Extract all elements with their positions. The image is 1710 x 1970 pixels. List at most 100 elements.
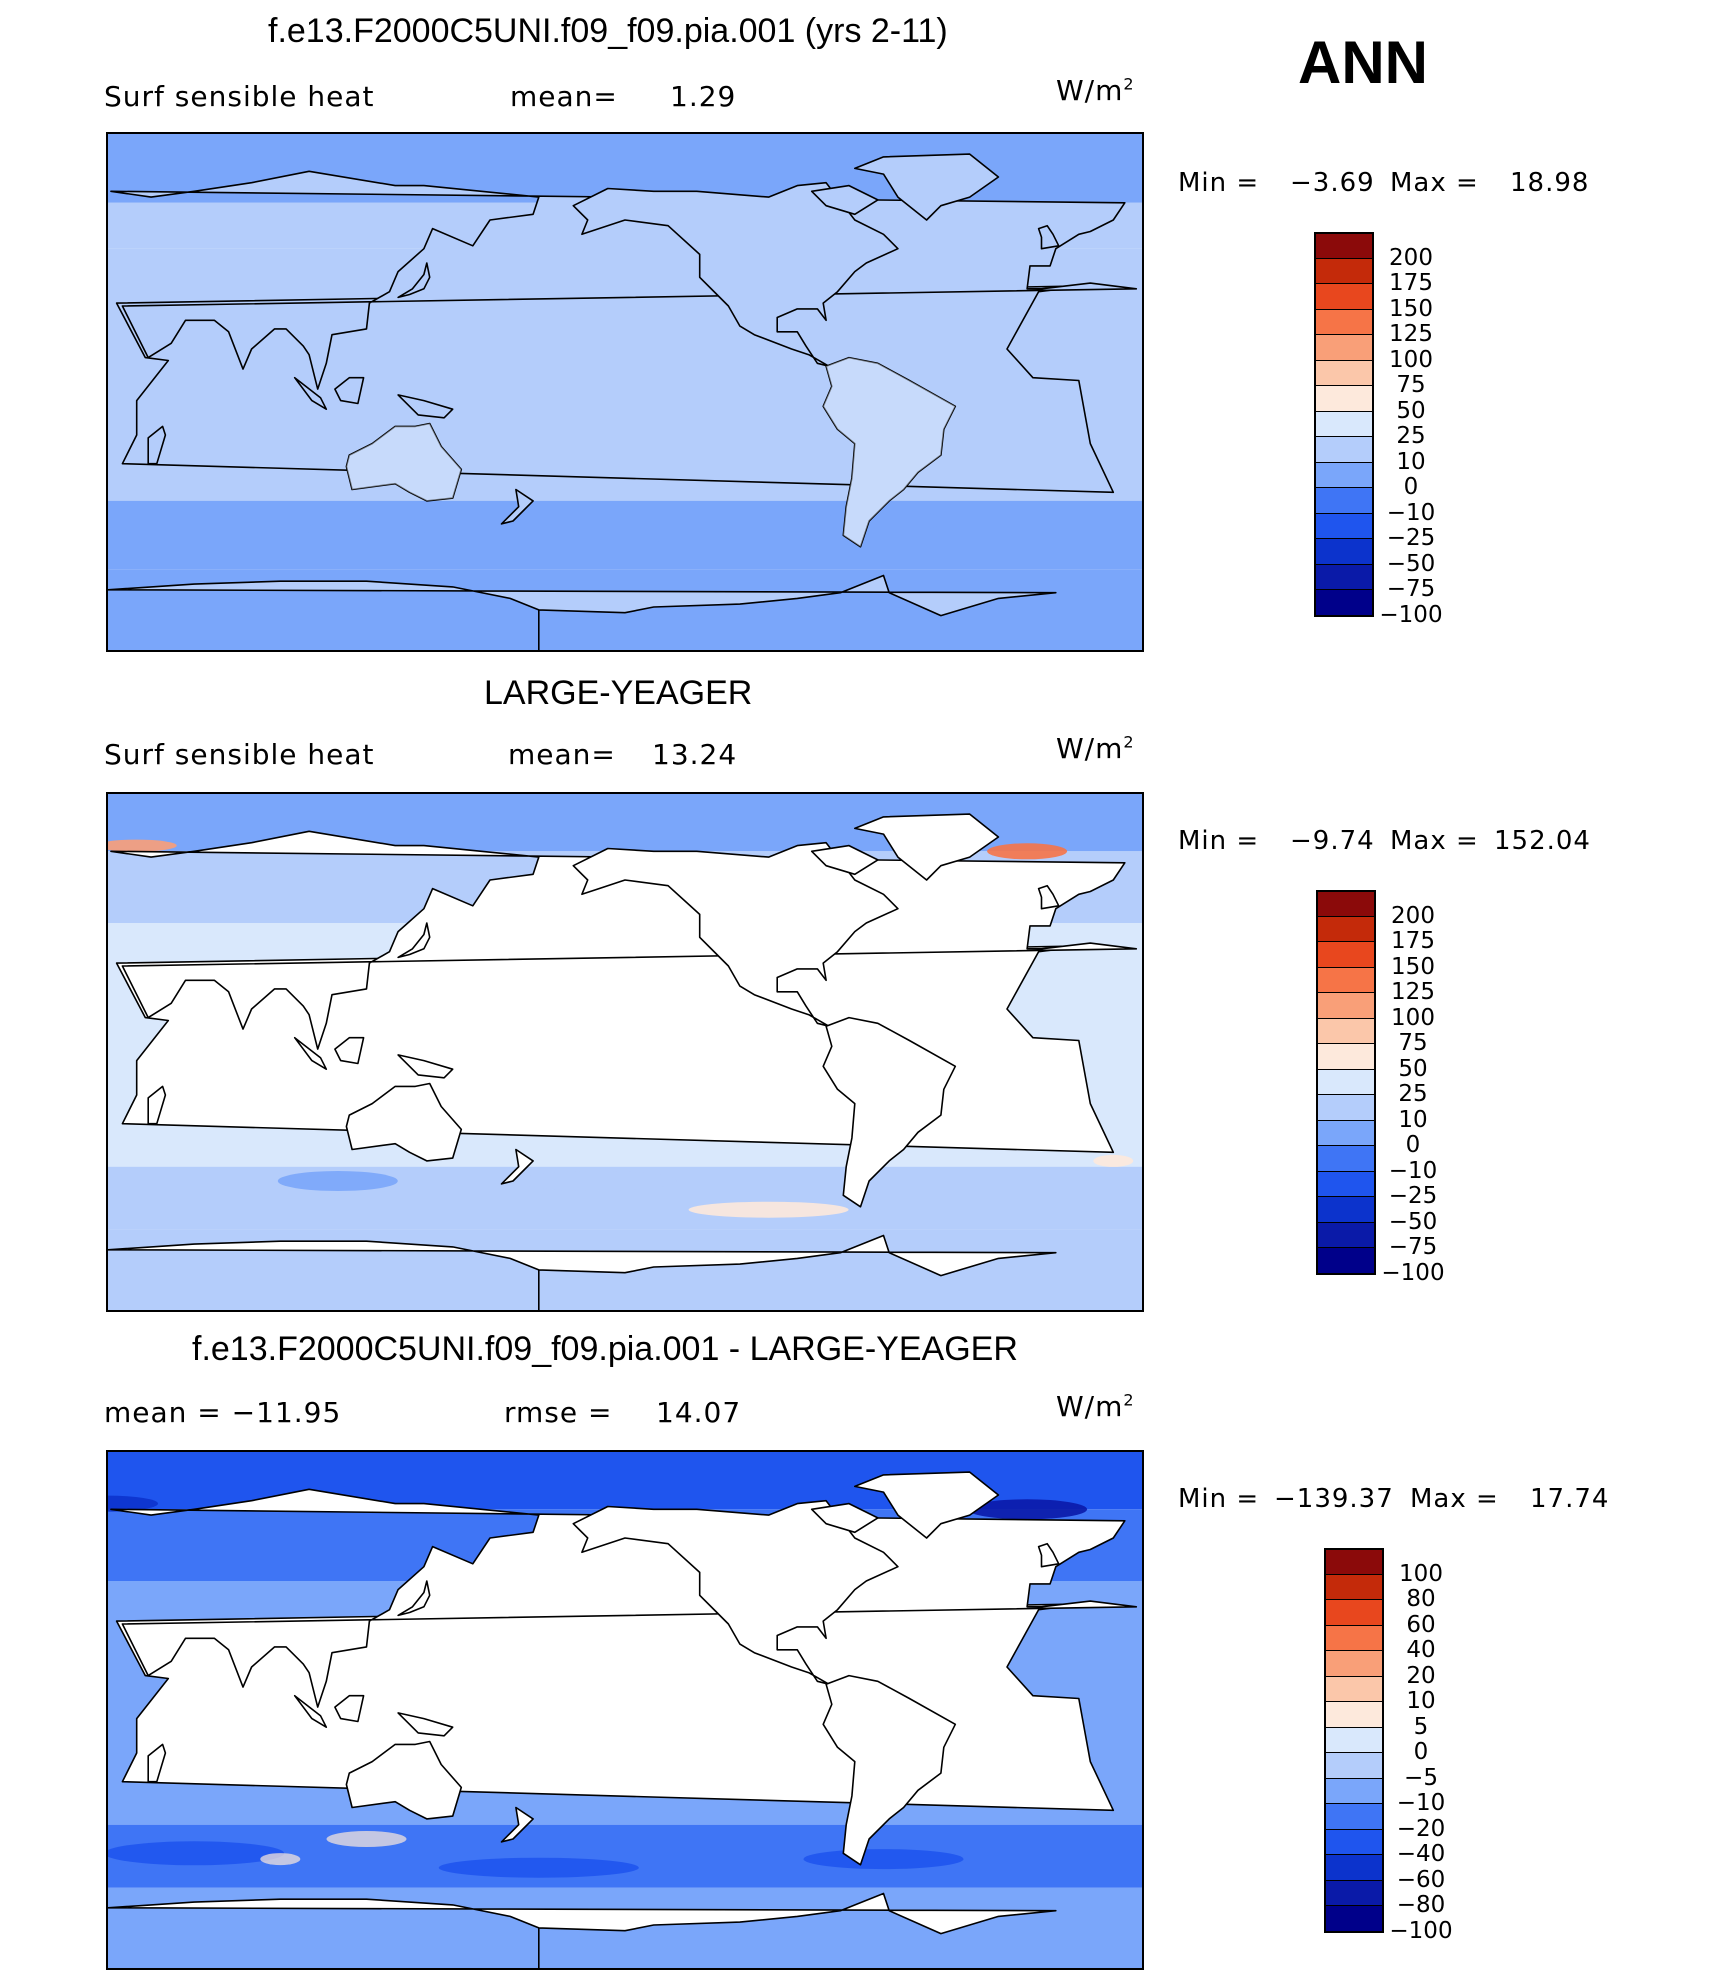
colorbar-tick-label: −40 (1396, 1841, 1446, 1867)
colorbar-swatch (1324, 1701, 1384, 1727)
field-blob (823, 509, 944, 533)
panel-1-title: f.e13.F2000C5UNI.f09_f09.pia.001 (yrs 2-… (268, 12, 948, 50)
colorbar-tick-label: −60 (1396, 1866, 1446, 1893)
panel-3-rmse-label: rmse = (504, 1396, 613, 1429)
field-blob (108, 1495, 158, 1512)
coastline-uk (1037, 224, 1060, 250)
coastline-antarctica (108, 574, 1057, 650)
colorbar-tick-label: 10 (1406, 1688, 1436, 1714)
colorbar-tick-label: −75 (1386, 576, 1436, 602)
panel-2-title: LARGE-YEAGER (484, 674, 753, 712)
colorbar-tick-label: 50 (1396, 397, 1426, 424)
coastline-japan (397, 1580, 431, 1617)
panel-1-max-value: 18.98 (1510, 168, 1590, 198)
panel-3-min-label: Min = (1178, 1484, 1260, 1514)
panel-1-variable: Surf sensible heat (104, 80, 375, 113)
colorbar-swatch (1324, 1803, 1384, 1829)
colorbar-tick-label: 10 (1396, 448, 1426, 475)
field-blob (260, 1853, 301, 1866)
coastline-samerica (822, 1674, 957, 1866)
colorbar-tick-label: −5 (1404, 1764, 1438, 1791)
panel-3-max-label: Max = (1410, 1484, 1499, 1514)
coastline-madagascar (147, 425, 167, 465)
field-blob (803, 1849, 964, 1870)
colorbar-swatch (1324, 1624, 1384, 1650)
colorbar-swatch (1324, 1675, 1384, 1701)
field-blob (306, 517, 427, 542)
panel-3-rmse-value: 14.07 (656, 1396, 742, 1429)
colorbar-swatch (1314, 283, 1374, 309)
colorbar-tick-label: −50 (1388, 1208, 1438, 1235)
coastline-borneo (334, 1036, 365, 1065)
colorbar-tick-label: −10 (1386, 499, 1436, 526)
field-blob (516, 1171, 677, 1191)
colorbar-tick-label: 20 (1406, 1662, 1436, 1689)
coastline-namerica (572, 841, 899, 1027)
colorbar-swatch (1316, 1094, 1376, 1120)
colorbar-tick-label: 100 (1389, 346, 1433, 373)
colorbar-swatch (1324, 1879, 1384, 1905)
colorbar-swatch (1316, 1247, 1376, 1273)
colorbar-frame (1314, 232, 1374, 617)
coastline-newguinea (397, 1054, 454, 1079)
colorbar-swatch (1314, 334, 1374, 360)
coastline-japan (397, 262, 431, 299)
colorbar-swatch (1314, 359, 1374, 385)
colorbar-frame (1316, 890, 1376, 1275)
panel-1-mean-value: 1.29 (670, 80, 737, 113)
land-tint (823, 357, 956, 547)
coastline-madagascar (147, 1085, 167, 1125)
colorbar-swatch (1314, 436, 1374, 462)
panel-1-units: W/m2 (1056, 74, 1135, 107)
colorbar-tick-label: 25 (1398, 1081, 1428, 1107)
colorbar-tick-label: 0 (1405, 1132, 1421, 1158)
colorbar-tick-label: 75 (1396, 372, 1426, 398)
panel-3-title: f.e13.F2000C5UNI.f09_f09.pia.001 - LARGE… (192, 1330, 1018, 1368)
colorbar-swatch (1314, 538, 1374, 564)
coastline-uk (1037, 884, 1060, 910)
coastline-nz (500, 488, 534, 525)
colorbar-swatch (1316, 1145, 1376, 1171)
coastline-antarctica (108, 1234, 1057, 1310)
field-blob (967, 1499, 1088, 1520)
colorbar-swatch (1316, 941, 1376, 967)
colorbar-swatch (1316, 992, 1376, 1018)
colorbar-tick-label: 5 (1413, 1713, 1429, 1740)
colorbar-tick-label: −100 (1379, 601, 1443, 628)
colorbar-swatch (1314, 257, 1374, 283)
colorbar-frame (1324, 1548, 1384, 1933)
colorbar-tick-label: 80 (1406, 1586, 1436, 1612)
panel-3-map (106, 1450, 1144, 1970)
colorbar-tick-label: −10 (1396, 1790, 1446, 1816)
coastline-newguinea (397, 1712, 454, 1737)
colorbar-swatch (1324, 1752, 1384, 1778)
coastline-australia (345, 1082, 463, 1162)
colorbar-tick-label: −25 (1386, 525, 1436, 551)
panel-3-units: W/m2 (1056, 1390, 1135, 1423)
colorbar-swatch (1316, 1119, 1376, 1145)
season-label: ANN (1298, 29, 1428, 96)
coastline-newguinea (397, 394, 454, 419)
field-blob (526, 521, 667, 550)
colorbar-swatch (1314, 461, 1374, 487)
colorbar-swatch (1324, 1905, 1384, 1931)
coastline-sumatra (293, 376, 328, 410)
coastline-greenland (854, 1471, 1000, 1539)
colorbar-tick-label: 125 (1391, 979, 1435, 1005)
coastline-nz (500, 1806, 534, 1843)
colorbar-tick-label: 175 (1391, 928, 1435, 954)
colorbar-tick-label: 0 (1403, 474, 1419, 500)
colorbar-swatch (1316, 1017, 1376, 1043)
colorbar-swatch (1324, 1599, 1384, 1625)
panel-2-map (106, 792, 1144, 1312)
colorbar-swatch (1324, 1650, 1384, 1676)
panel-2-mean-label: mean= (508, 738, 616, 771)
coastline-baffin (810, 184, 879, 216)
colorbar-tick-label: 175 (1389, 270, 1433, 296)
coastline-greenland (854, 153, 1000, 221)
colorbar-tick-label: 60 (1406, 1611, 1436, 1638)
colorbar-tick-label: −50 (1386, 550, 1436, 577)
colorbar-swatch (1316, 1170, 1376, 1196)
colorbar-swatch (1314, 487, 1374, 513)
land-tint (346, 423, 462, 501)
